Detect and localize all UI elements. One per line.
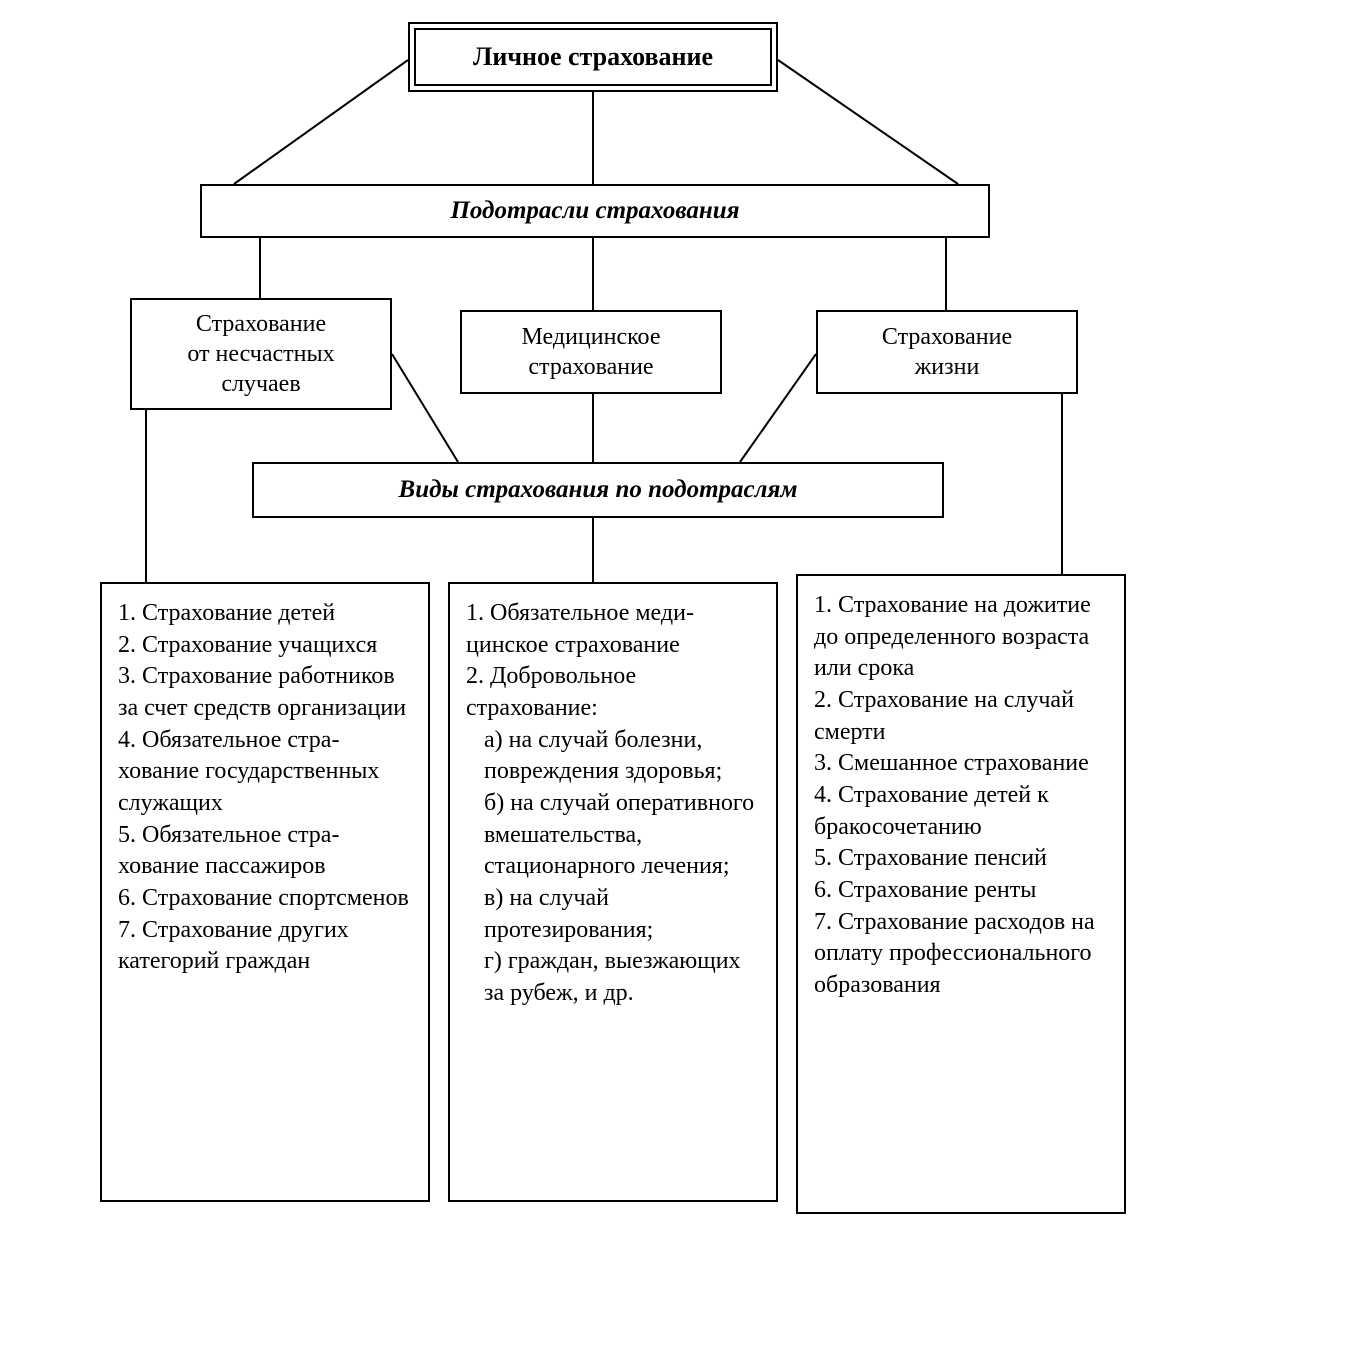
list-item: 4. Страхование детей к бракосочетанию [814,780,1108,843]
list-item: 7. Страхование рас­ходов на оплату про­ф… [814,907,1108,1002]
list-subitem: г) граждан, выезжающих за рубеж, и др. [466,946,760,1009]
list-item: 1. Страхование детей [118,598,412,630]
list-subitem: б) на случай опера­тивного вмешатель­ств… [466,788,760,883]
branch-medical: Медицинскоестрахование [460,310,722,394]
list-item: 7. Страхование дру­гих категорий граж­да… [118,915,412,978]
list-item: 2. Добровольное страхование: [466,661,760,724]
root-label: Личное страхование [473,42,713,72]
section-types-label: Виды страхования по подотраслям [399,476,798,504]
list-item: 5. Обязательное стра­хование пассажиров [118,820,412,883]
branch-accident: Страхованиеот несчастныхслучаев [130,298,392,410]
list-item: 1. Обязательное меди­цинское страхование [466,598,760,661]
list-item: 2. Страхование уча­щихся [118,630,412,662]
branch-accident-label: Страхованиеот несчастныхслучаев [187,309,334,399]
list-subitem: в) на случай протезирования; [466,883,760,946]
list-item: 6. Страхование ренты [814,875,1108,907]
detail-accident: 1. Страхование детей2. Страхование уча­щ… [100,582,430,1202]
list-item: 2. Страхование на случай смерти [814,685,1108,748]
list-item: 6. Страхование спортсменов [118,883,412,915]
detail-medical: 1. Обязательное меди­цинское страхование… [448,582,778,1202]
list-item: 4. Обязательное стра­хование государ­ств… [118,725,412,820]
section-subbranches: Подотрасли страхования [200,184,990,238]
list-item: 1. Страхование на дожитие до опреде­ленн… [814,590,1108,685]
section-types: Виды страхования по подотраслям [252,462,944,518]
branch-medical-label: Медицинскоестрахование [522,322,661,382]
list-subitem: а) на случай болезни, повреждения здо­ро… [466,725,760,788]
branch-life-label: Страхованиежизни [882,322,1012,382]
list-item: 3. Смешанное страхование [814,748,1108,780]
branch-life: Страхованиежизни [816,310,1078,394]
list-item: 5. Страхование пен­сий [814,843,1108,875]
list-item: 3. Страхование работников за счет средст… [118,661,412,724]
section-subbranches-label: Подотрасли страхования [450,197,739,225]
root-node: Личное страхование [414,28,772,86]
detail-life: 1. Страхование на дожитие до опреде­ленн… [796,574,1126,1214]
